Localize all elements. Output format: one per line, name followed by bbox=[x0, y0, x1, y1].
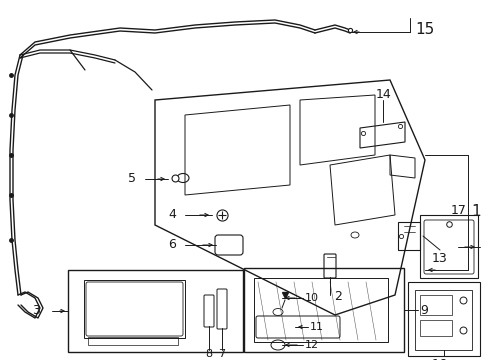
Text: 9: 9 bbox=[419, 303, 427, 316]
Text: 12: 12 bbox=[305, 340, 319, 350]
Text: 6: 6 bbox=[168, 238, 176, 252]
Text: 3: 3 bbox=[32, 305, 40, 318]
Bar bbox=[68, 270, 243, 352]
Bar bbox=[88, 337, 178, 345]
Bar bbox=[419, 295, 451, 315]
Text: 14: 14 bbox=[375, 89, 391, 102]
Bar bbox=[244, 268, 403, 352]
Bar bbox=[419, 320, 451, 336]
Text: 11: 11 bbox=[309, 322, 324, 332]
Text: 4: 4 bbox=[168, 208, 176, 221]
Text: 7: 7 bbox=[218, 349, 224, 359]
Text: 8: 8 bbox=[204, 349, 212, 359]
Text: 2: 2 bbox=[333, 289, 341, 302]
Text: 13: 13 bbox=[431, 252, 447, 265]
Text: 15: 15 bbox=[414, 22, 433, 37]
Text: 17: 17 bbox=[450, 203, 466, 216]
Text: 16: 16 bbox=[431, 358, 447, 360]
Text: 10: 10 bbox=[305, 293, 318, 303]
Text: 1: 1 bbox=[470, 204, 480, 220]
Text: 5: 5 bbox=[128, 172, 136, 185]
